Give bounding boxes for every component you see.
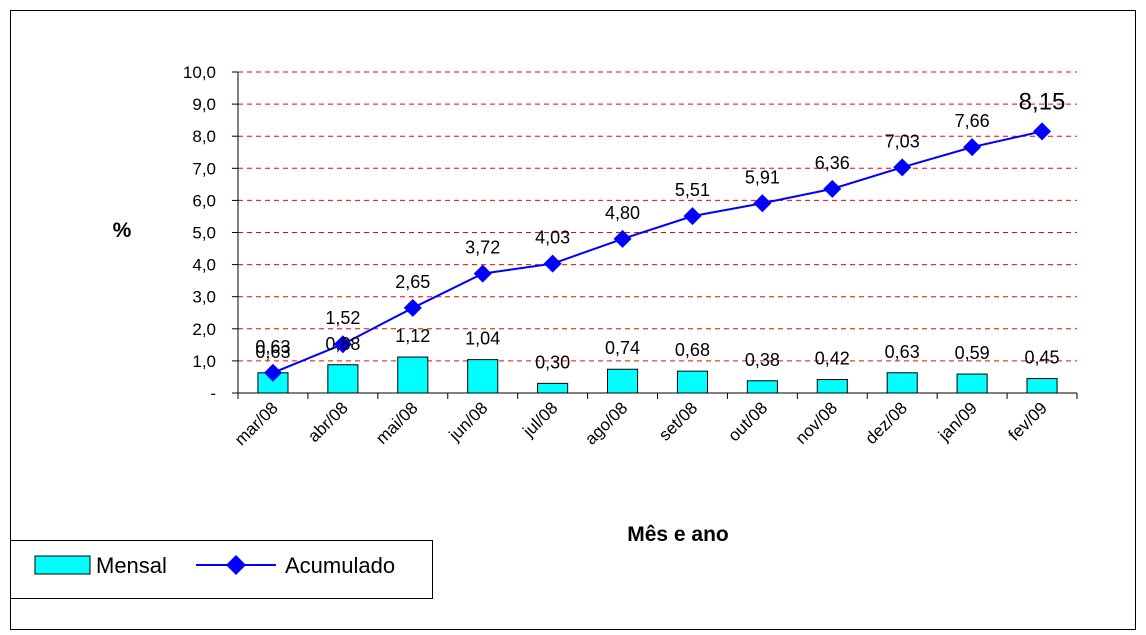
y-axis-ticks: - 1,0 2,0 3,0 4,0 5,0 6,0 7,0 8,0 9,0 10,0	[183, 63, 238, 403]
bar	[467, 359, 499, 394]
line-data-label: 2,65	[395, 272, 430, 292]
y-tick-label: 9,0	[192, 95, 216, 114]
line-point	[893, 158, 912, 177]
line-point	[473, 264, 492, 283]
y-tick-label: 1,0	[192, 352, 216, 371]
line-point	[1033, 122, 1052, 141]
x-tick-label: jul/08	[519, 398, 562, 441]
line-data-label: 4,03	[535, 228, 570, 248]
chart-border	[10, 10, 1136, 630]
line-point	[753, 194, 772, 213]
bar	[816, 379, 848, 394]
legend-label-mensal: Mensal	[96, 553, 167, 578]
y-tick-label: 6,0	[192, 191, 216, 210]
bar-data-label: 0,30	[535, 352, 570, 372]
y-tick-label: 7,0	[192, 159, 216, 178]
x-tick-label: set/08	[655, 398, 701, 444]
line-data-label: 0,63	[255, 337, 290, 357]
line-data-label: 5,91	[745, 167, 780, 187]
bar	[886, 372, 918, 394]
bar	[537, 382, 569, 394]
bar	[1026, 378, 1058, 394]
data-labels: 0,63 0,88 1,12 1,04 0,30 0,74 0,68 0,38 0,42 0,63…	[255, 88, 1065, 372]
y-tick-label: -	[210, 384, 216, 403]
x-tick-label: jan/09	[934, 398, 981, 445]
x-tick-label: ago/08	[581, 398, 631, 448]
legend-swatch-mensal	[34, 555, 91, 575]
gridlines	[238, 71, 1077, 362]
bar	[956, 373, 988, 394]
bar-data-label: 1,12	[395, 326, 430, 346]
bar	[676, 370, 708, 394]
bar-data-label: 0,74	[605, 338, 640, 358]
bar-series-mensal	[257, 356, 1058, 394]
x-tick-label: dez/08	[862, 398, 912, 448]
line-data-label: 3,72	[465, 238, 500, 258]
x-tick-label: out/08	[724, 398, 771, 445]
y-tick-label: 2,0	[192, 320, 216, 339]
line-data-label: 6,36	[815, 153, 850, 173]
bar-data-label: 0,88	[325, 334, 360, 354]
y-tick-label: 4,0	[192, 256, 216, 275]
line-data-label: 7,66	[955, 111, 990, 131]
x-tick-label: abr/08	[304, 398, 352, 446]
bar-data-label: 0,63	[255, 342, 290, 362]
bar-data-label: 0,42	[815, 349, 850, 369]
line-data-label: 8,15	[1019, 88, 1066, 115]
line-point	[823, 179, 842, 198]
bar	[397, 356, 429, 394]
bar	[327, 364, 359, 394]
bar-data-label: 0,45	[1025, 348, 1060, 368]
line-series-acumulado	[263, 122, 1052, 382]
line-point	[333, 335, 352, 354]
line-point	[683, 207, 702, 226]
bar-data-label: 0,63	[885, 342, 920, 362]
line-point	[613, 229, 632, 248]
line-data-label: 7,03	[885, 131, 920, 151]
y-axis-title: %	[113, 219, 132, 242]
acumulado-line	[272, 130, 1043, 374]
x-axis-title: Mês e ano	[627, 523, 729, 546]
x-tick-label: jun/08	[445, 398, 492, 445]
line-data-label: 4,80	[605, 203, 640, 223]
line-point	[543, 254, 562, 273]
bar-data-label: 0,68	[675, 340, 710, 360]
bar-data-label: 1,04	[465, 329, 500, 349]
line-point	[403, 298, 422, 317]
x-tick-label: nov/08	[792, 398, 842, 448]
legend: Mensal Acumulado	[10, 540, 433, 599]
x-tick-label: fev/09	[1005, 398, 1051, 444]
y-tick-label: 5,0	[192, 224, 216, 243]
line-data-label: 1,52	[325, 308, 360, 328]
y-tick-label: 10,0	[183, 63, 216, 82]
line-point	[263, 363, 282, 382]
bar	[607, 368, 639, 394]
x-tick-label: mar/08	[231, 398, 282, 449]
legend-label-acumulado: Acumulado	[285, 553, 395, 578]
y-tick-label: 8,0	[192, 127, 216, 146]
line-data-label: 5,51	[675, 180, 710, 200]
bar-data-label: 0,59	[955, 343, 990, 363]
bar	[746, 380, 778, 394]
bar-data-label: 0,38	[745, 350, 780, 370]
y-tick-label: 3,0	[192, 288, 216, 307]
line-point	[963, 138, 982, 157]
x-tick-label: mai/08	[372, 398, 422, 448]
legend-marker-acumulado	[226, 555, 246, 575]
x-axis-ticks: mar/08 abr/08 mai/08 jun/08 jul/08 ago/08 set/…	[231, 393, 1078, 449]
